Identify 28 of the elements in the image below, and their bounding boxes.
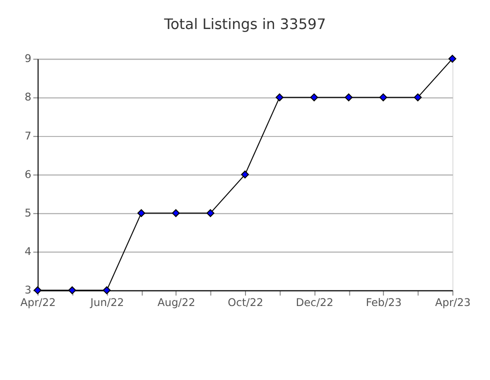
- y-tick-label: 9: [24, 52, 32, 66]
- point: [34, 286, 42, 294]
- point: [344, 93, 353, 102]
- x-tick-label: Jun/22: [89, 296, 124, 310]
- point: [68, 286, 76, 294]
- y-tick-label: 5: [24, 206, 32, 220]
- y-tick-label: 3: [24, 284, 32, 297]
- chart-title: Total Listings in 33597: [163, 16, 326, 33]
- point: [414, 93, 422, 102]
- y-tick-label: 8: [24, 90, 32, 104]
- y-tick-label: 4: [24, 245, 32, 258]
- x-tick-label: Apr/23: [435, 296, 471, 310]
- y-tick-label: 7: [24, 129, 32, 142]
- point: [206, 209, 214, 217]
- point: [276, 93, 284, 102]
- x-tick-label: Apr/22: [20, 296, 56, 310]
- y-tick-label: 6: [24, 168, 32, 181]
- point: [310, 93, 318, 102]
- point: [379, 93, 388, 102]
- x-tick-label: Oct/22: [228, 296, 264, 310]
- point: [172, 209, 180, 217]
- point: [102, 286, 111, 294]
- x-tick-label: Dec/22: [296, 296, 334, 310]
- point: [137, 209, 146, 217]
- point: [448, 54, 456, 63]
- point: [241, 170, 249, 178]
- x-tick-label: Aug/22: [157, 296, 196, 310]
- x-tick-label: Feb/23: [366, 296, 402, 310]
